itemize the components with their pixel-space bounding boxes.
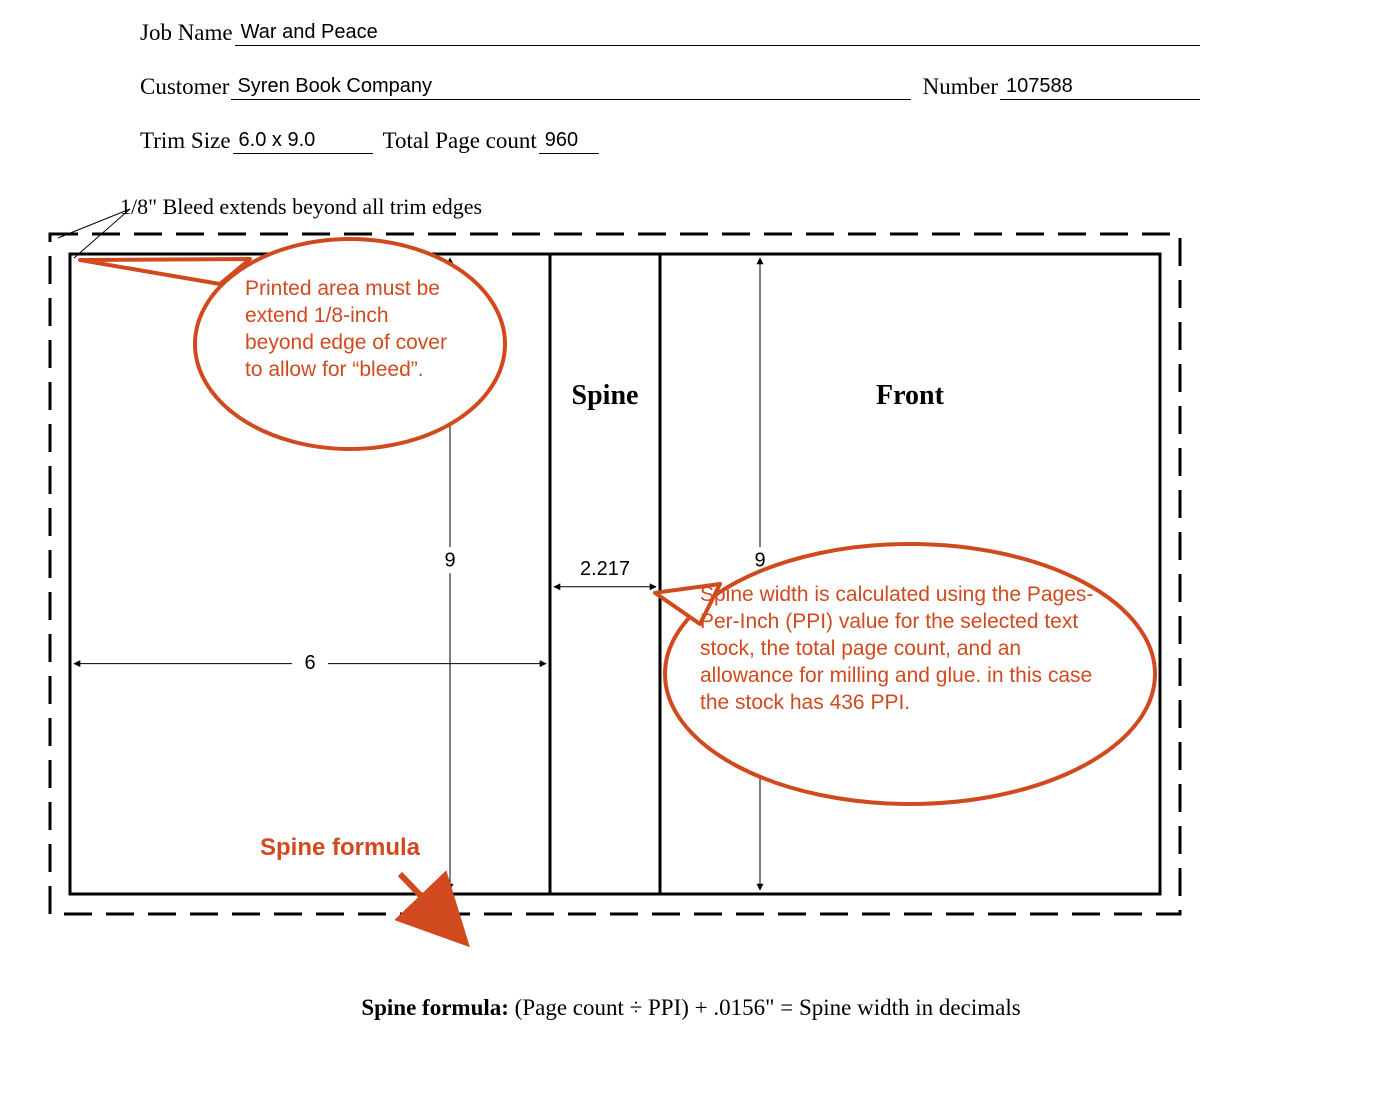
label-number: Number — [923, 74, 1000, 100]
field-customer: Syren Book Company — [231, 75, 910, 100]
bleed-note: 1/8" Bleed extends beyond all trim edges — [120, 194, 482, 220]
formula-prefix: Spine formula: — [361, 995, 509, 1020]
field-page-count: 960 — [539, 129, 599, 154]
front-label: Front — [876, 380, 945, 411]
callout-bleed-text: Printed area must be extend 1/8-inch bey… — [245, 276, 460, 384]
diagram-wrap: 1/8" Bleed extends beyond all trim edges… — [0, 194, 1382, 989]
field-job-name: War and Peace — [235, 21, 1200, 46]
spine-formula-arrow — [400, 874, 465, 942]
row-customer-number: Customer Syren Book Company Number 10758… — [140, 74, 1200, 100]
cover-diagram: Spine Front 6 6 9 9 2.217 — [0, 194, 1382, 984]
callout-spine-text: Spine width is calculated using the Page… — [700, 582, 1120, 716]
label-page-count: Total Page count — [383, 128, 539, 154]
page-root: Job Name War and Peace Customer Syren Bo… — [0, 20, 1382, 1021]
formula-body: (Page count ÷ PPI) + .0156" = Spine widt… — [509, 995, 1021, 1020]
dim-spine-width-val: 2.217 — [580, 558, 630, 580]
row-job-name: Job Name War and Peace — [140, 20, 1200, 46]
spine-formula-label: Spine formula — [260, 834, 420, 862]
field-trim-size: 6.0 x 9.0 — [233, 129, 373, 154]
row-trim-pages: Trim Size 6.0 x 9.0 Total Page count 960 — [140, 128, 1200, 154]
dim-back-height-val: 9 — [444, 549, 455, 571]
label-job-name: Job Name — [140, 20, 235, 46]
form-header: Job Name War and Peace Customer Syren Bo… — [140, 20, 1200, 154]
label-trim-size: Trim Size — [140, 128, 233, 154]
callout-bleed-tail — [80, 259, 250, 284]
spine-formula-text: Spine formula: (Page count ÷ PPI) + .015… — [0, 995, 1382, 1021]
dim-back-width-val: 6 — [304, 652, 315, 674]
spine-label: Spine — [572, 380, 639, 411]
label-customer: Customer — [140, 74, 231, 100]
field-number: 107588 — [1000, 75, 1200, 100]
